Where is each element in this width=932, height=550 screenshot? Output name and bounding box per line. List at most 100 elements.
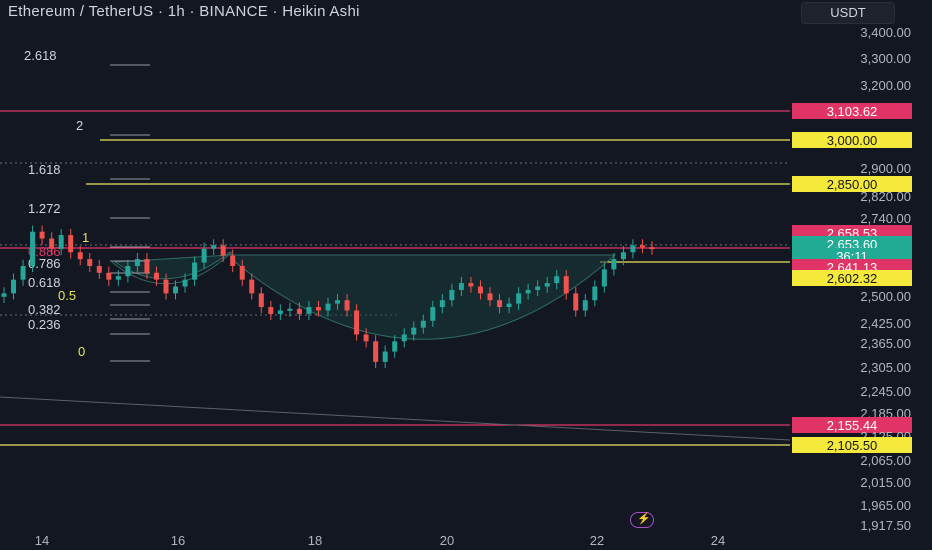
candle-body (58, 235, 64, 249)
candle-body (287, 308, 293, 311)
price-badge (792, 132, 912, 148)
candle-body (182, 279, 188, 287)
price-badge (792, 176, 912, 192)
fib-level-label: 0 (78, 344, 85, 359)
candle-body (373, 341, 379, 362)
candle-body (506, 303, 512, 308)
candle-body (277, 310, 283, 314)
candle-body (639, 245, 645, 248)
candle-body (249, 279, 255, 294)
price-badge-label: 3,103.62 (827, 104, 878, 119)
candle-body (96, 265, 102, 273)
fib-level-label: 0.618 (28, 275, 61, 290)
y-axis-tick-label: 2,820.00 (860, 189, 911, 204)
candle-body (315, 307, 321, 311)
currency-button[interactable]: USDT (801, 2, 895, 24)
x-axis-tick-label: 24 (711, 533, 725, 548)
candle-body (39, 231, 45, 239)
candle-body (516, 293, 522, 304)
candle-body (497, 300, 503, 308)
candle-body (306, 307, 312, 314)
y-axis-tick-label: 2,065.00 (860, 453, 911, 468)
y-axis-tick-label: 2,425.00 (860, 316, 911, 331)
x-axis-tick-label: 20 (440, 533, 454, 548)
candle-body (201, 248, 207, 263)
lightning-icon[interactable]: ⚡ (630, 512, 654, 528)
x-axis-tick-label: 22 (590, 533, 604, 548)
candle-body (420, 320, 426, 328)
candle-body (544, 283, 550, 287)
y-axis-tick-label: 2,245.00 (860, 384, 911, 399)
candle-body (268, 307, 274, 314)
fib-level-label: 0.5 (58, 288, 76, 303)
candle-body (458, 283, 464, 290)
candle-body (392, 341, 398, 352)
candle-body (573, 293, 579, 311)
candle-body (620, 252, 626, 260)
candle-body (382, 351, 388, 362)
x-axis-tick-label: 18 (308, 533, 322, 548)
candle-body (525, 289, 531, 294)
fib-level-label: 1.272 (28, 201, 61, 216)
candle-body (163, 279, 169, 294)
y-axis-tick-label: 2,015.00 (860, 475, 911, 490)
candle-body (535, 286, 541, 290)
y-axis-tick-label: 3,400.00 (860, 25, 911, 40)
x-axis-tick-label: 14 (35, 533, 49, 548)
fib-level-label: 0.236 (28, 317, 61, 332)
candle-body (630, 245, 636, 253)
candle-body (468, 283, 474, 287)
fib-level-label: 0.382 (28, 302, 61, 317)
candle-body (296, 308, 302, 314)
y-axis-tick-label: 2,365.00 (860, 336, 911, 351)
candle-body (430, 307, 436, 321)
candle-body (563, 276, 569, 294)
candle-body (487, 293, 493, 301)
candle-body (344, 300, 350, 311)
fib-level-label: 1 (82, 230, 89, 245)
candle-body (258, 293, 264, 308)
candle-body (554, 276, 560, 284)
y-axis-tick-label: 3,200.00 (860, 78, 911, 93)
candle-body (220, 245, 226, 256)
candle-body (325, 303, 331, 311)
price-badge-label: 2,155.44 (827, 418, 878, 433)
candle-body (582, 300, 588, 311)
fib-level-label: 0.786 (28, 256, 61, 271)
price-badge-label: 3,000.00 (827, 133, 878, 148)
fib-level-label: 1.618 (28, 162, 61, 177)
candle-body (363, 334, 369, 342)
candle-body (477, 286, 483, 294)
candle-body (592, 286, 598, 301)
candle-body (68, 235, 74, 253)
candle-body (335, 300, 341, 304)
candle-body (239, 265, 245, 280)
price-badge-label: 2,105.50 (827, 438, 878, 453)
candle-body (30, 231, 36, 266)
candle-body (649, 247, 655, 250)
trend-line (0, 396, 791, 441)
fib-level-label: 2.618 (24, 48, 57, 63)
candle-body (449, 289, 455, 301)
candle-body (1, 293, 7, 297)
y-axis-tick-label: 2,900.00 (860, 161, 911, 176)
cup-pattern (113, 251, 617, 340)
candle-body (173, 286, 179, 294)
price-badge (792, 417, 912, 433)
candle-body (49, 238, 55, 249)
price-badge-label: 2,850.00 (827, 177, 878, 192)
candle-body (401, 334, 407, 342)
candle-body (115, 276, 121, 280)
price-badge (792, 103, 912, 119)
candle-body (153, 272, 159, 280)
fib-level-label: 2 (76, 118, 83, 133)
price-badge-label: 2,602.32 (827, 271, 878, 286)
candle-body (230, 255, 236, 266)
candle-body (354, 310, 360, 335)
y-axis-tick-label: 3,300.00 (860, 51, 911, 66)
candle-body (192, 262, 198, 280)
y-axis-tick-label: 2,740.00 (860, 211, 911, 226)
candle-body (211, 245, 217, 249)
